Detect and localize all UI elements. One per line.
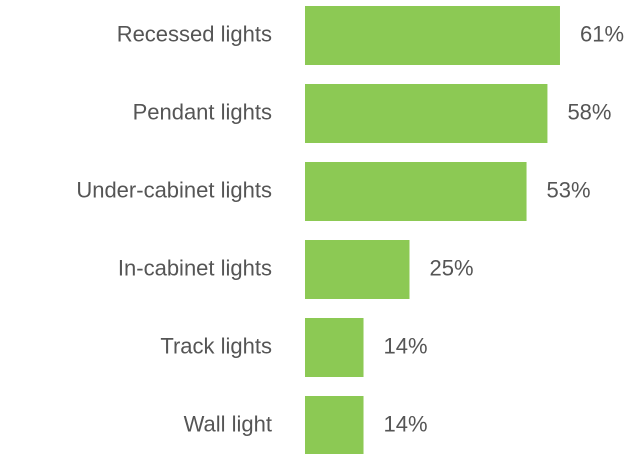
category-label: Recessed lights <box>117 21 272 46</box>
value-label: 58% <box>567 99 611 124</box>
value-label: 14% <box>384 411 428 436</box>
bar <box>305 396 364 454</box>
category-label: In-cabinet lights <box>118 255 272 280</box>
value-label: 14% <box>384 333 428 358</box>
value-label: 25% <box>430 255 474 280</box>
value-label: 61% <box>580 21 624 46</box>
category-label: Wall light <box>184 411 272 436</box>
value-label: 53% <box>547 177 591 202</box>
category-label: Under-cabinet lights <box>76 177 272 202</box>
bar <box>305 240 410 299</box>
bar <box>305 162 527 221</box>
bar <box>305 6 560 65</box>
category-label: Pendant lights <box>133 99 272 124</box>
bar <box>305 84 548 143</box>
bar <box>305 318 364 377</box>
category-label: Track lights <box>160 333 272 358</box>
